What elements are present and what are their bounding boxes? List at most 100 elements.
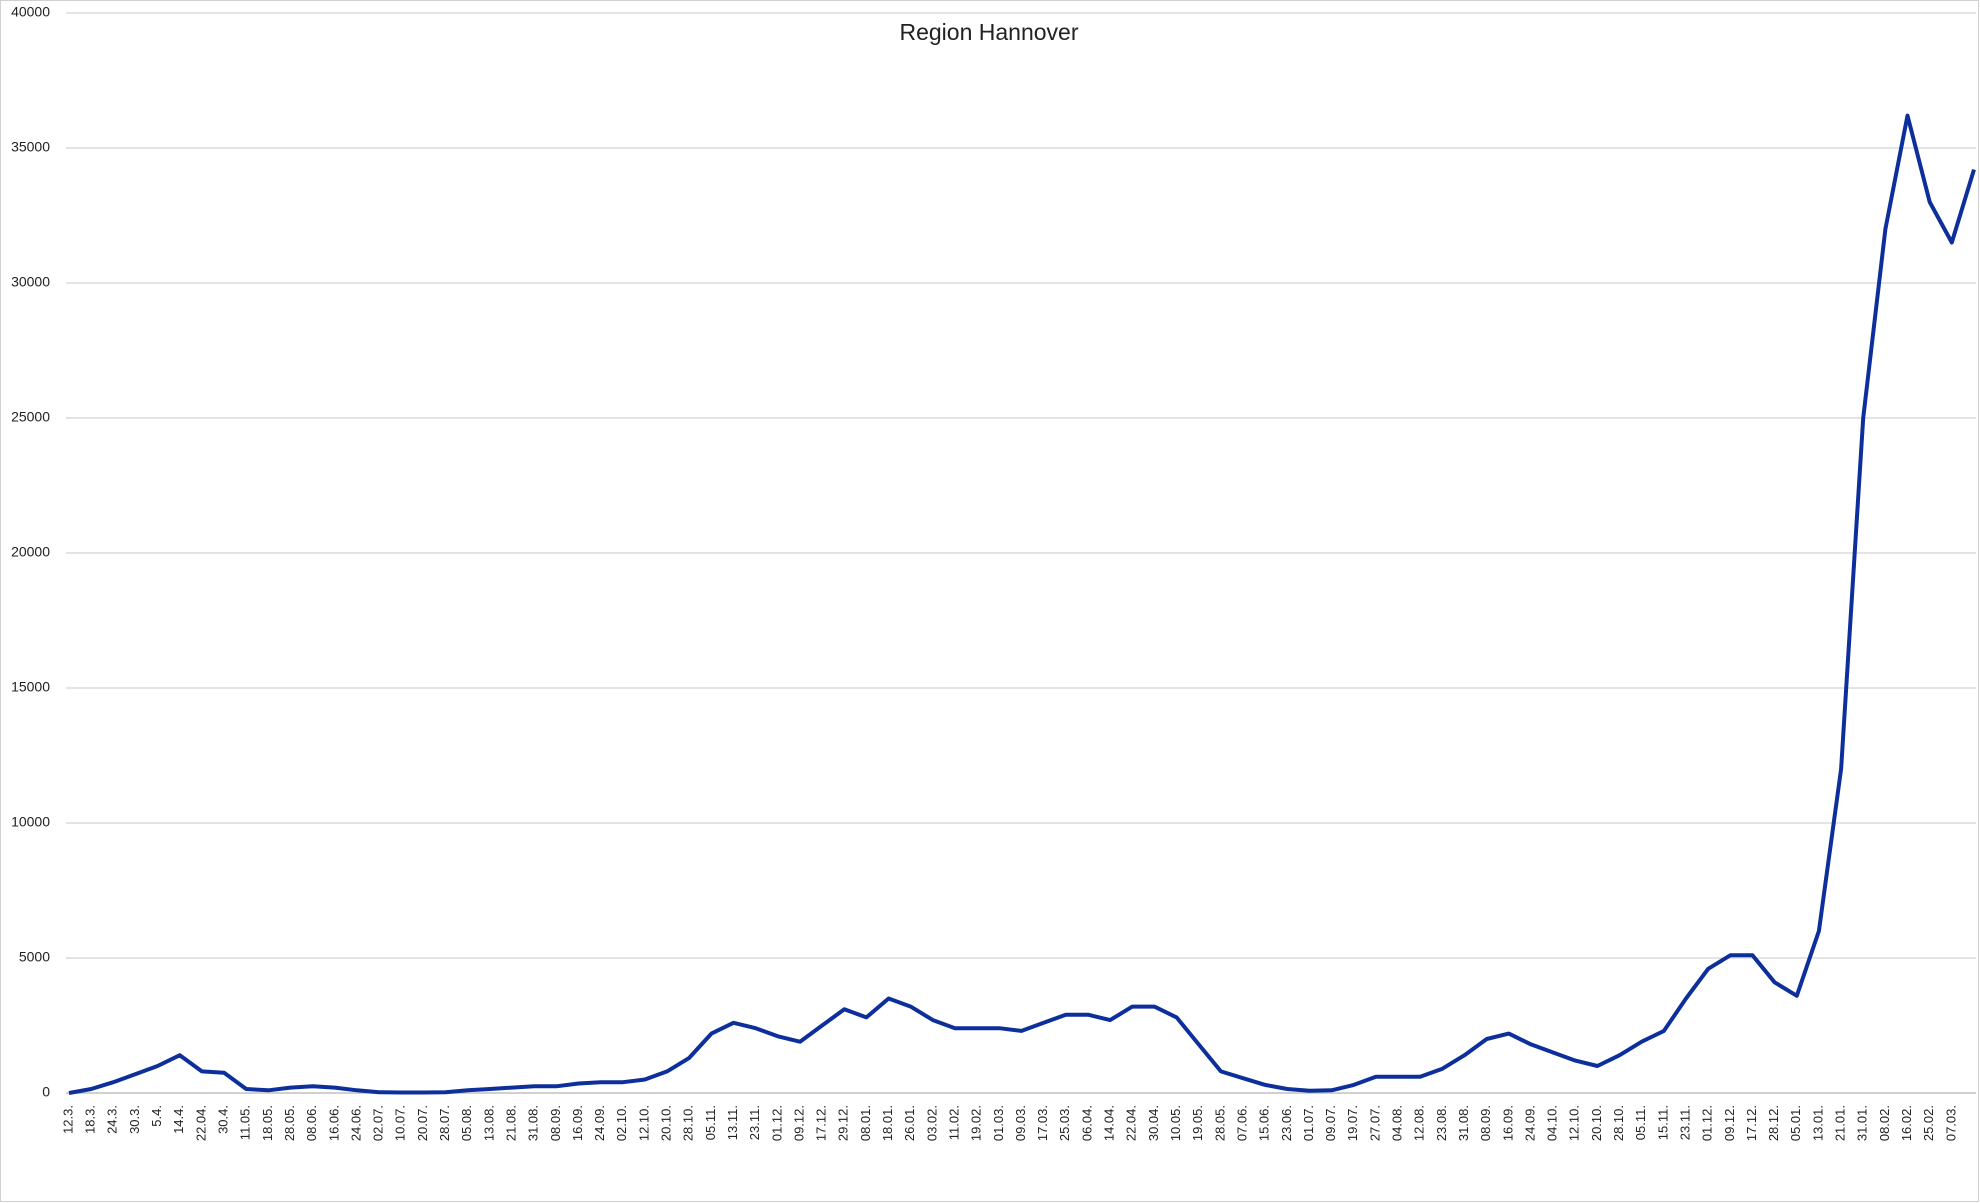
x-tick-label: 11.05.	[238, 1105, 253, 1140]
x-tick-label: 24.06.	[348, 1105, 363, 1141]
y-tick-label: 0	[42, 1084, 50, 1100]
chart-title: Region Hannover	[899, 19, 1078, 45]
x-tick-label: 19.07.	[1345, 1105, 1360, 1141]
y-tick-label: 25000	[11, 409, 50, 425]
x-tick-label: 28.07.	[437, 1105, 452, 1141]
x-tick-label: 07.03.	[1943, 1105, 1958, 1141]
x-tick-label: 17.12.	[814, 1105, 829, 1141]
x-tick-label: 09.07.	[1323, 1105, 1338, 1141]
x-tick-label: 08.01.	[858, 1105, 873, 1141]
x-tick-label: 28.05.	[1212, 1105, 1227, 1141]
x-tick-label: 08.09.	[1478, 1105, 1493, 1141]
x-tick-label: 21.08.	[503, 1105, 518, 1141]
x-tick-label: 09.12.	[791, 1105, 806, 1141]
data-line	[68, 113, 1976, 1095]
y-tick-label: 15000	[11, 679, 50, 695]
x-tick-label: 02.10.	[614, 1105, 629, 1141]
x-tick-label: 06.04.	[1079, 1105, 1094, 1141]
x-tick-label: 08.02.	[1877, 1105, 1892, 1141]
x-tick-label: 18.01.	[880, 1105, 895, 1141]
x-tick-label: 05.11.	[1633, 1105, 1648, 1140]
y-tick-label: 10000	[11, 814, 50, 830]
x-tick-label: 23.06.	[1279, 1105, 1294, 1141]
x-tick-label: 19.02.	[969, 1105, 984, 1141]
x-tick-label: 22.04.	[193, 1105, 208, 1141]
x-tick-label: 24.09.	[1522, 1105, 1537, 1141]
x-tick-label: 23.11.	[1677, 1105, 1692, 1140]
x-tick-label: 09.12.	[1722, 1105, 1737, 1141]
x-tick-label: 10.05.	[1168, 1105, 1183, 1141]
x-tick-label: 30.04.	[1146, 1105, 1161, 1141]
x-tick-label: 26.01.	[902, 1105, 917, 1141]
x-tick-label: 01.07.	[1301, 1105, 1316, 1141]
x-tick-label: 13.01.	[1810, 1105, 1825, 1141]
x-tick-label: 25.02.	[1921, 1105, 1936, 1141]
x-tick-label: 14.04.	[1102, 1105, 1117, 1141]
x-tick-label: 30.3.	[127, 1105, 142, 1134]
x-tick-label: 01.12.	[769, 1105, 784, 1141]
x-tick-label: 03.02.	[924, 1105, 939, 1141]
y-tick-label: 20000	[11, 544, 50, 560]
x-tick-label: 12.10.	[636, 1105, 651, 1141]
x-tick-label: 16.02.	[1899, 1105, 1914, 1141]
x-tick-label: 13.11.	[725, 1105, 740, 1140]
x-tick-label: 31.08.	[1456, 1105, 1471, 1141]
x-tick-label: 16.09.	[570, 1105, 585, 1141]
x-tick-label: 02.07.	[371, 1105, 386, 1141]
x-tick-label: 24.3.	[105, 1105, 120, 1134]
x-tick-label: 28.10.	[1611, 1105, 1626, 1141]
x-tick-label: 04.08.	[1390, 1105, 1405, 1141]
y-tick-label: 40000	[11, 4, 50, 20]
x-tick-label: 05.01.	[1788, 1105, 1803, 1141]
x-tick-label: 27.07.	[1367, 1105, 1382, 1141]
x-tick-label: 20.10.	[659, 1105, 674, 1141]
x-tick-label: 17.03.	[1035, 1105, 1050, 1141]
x-tick-label: 25.03.	[1057, 1105, 1072, 1141]
x-tick-label: 15.06.	[1257, 1105, 1272, 1141]
x-tick-label: 08.09.	[548, 1105, 563, 1141]
x-tick-label: 11.02.	[946, 1105, 961, 1140]
x-tick-label: 23.08.	[1434, 1105, 1449, 1141]
x-tick-label: 16.09.	[1500, 1105, 1515, 1141]
x-tick-label: 16.06.	[326, 1105, 341, 1141]
x-tick-label: 5.4.	[149, 1105, 164, 1127]
x-tick-label: 05.11.	[703, 1105, 718, 1140]
x-tick-label: 04.10.	[1545, 1105, 1560, 1141]
x-tick-label: 31.08.	[526, 1105, 541, 1141]
x-tick-label: 28.05.	[282, 1105, 297, 1141]
y-tick-label: 35000	[11, 139, 50, 155]
x-tick-label: 23.11.	[747, 1105, 762, 1140]
x-tick-label: 20.10.	[1589, 1105, 1604, 1141]
x-tick-label: 24.09.	[592, 1105, 607, 1141]
x-tick-label: 05.08.	[459, 1105, 474, 1141]
x-tick-label: 13.08.	[481, 1105, 496, 1141]
x-tick-label: 18.3.	[83, 1105, 98, 1134]
x-tick-label: 29.12.	[836, 1105, 851, 1141]
x-tick-label: 19.05.	[1190, 1105, 1205, 1141]
x-tick-label: 12.10.	[1567, 1105, 1582, 1141]
x-tick-label: 01.03.	[991, 1105, 1006, 1141]
x-tick-label: 15.11.	[1655, 1105, 1670, 1140]
x-tick-label: 30.4.	[215, 1105, 230, 1134]
y-tick-label: 5000	[19, 949, 50, 965]
x-tick-label: 28.12.	[1766, 1105, 1781, 1141]
x-tick-label: 07.06.	[1234, 1105, 1249, 1141]
x-tick-label: 22.04.	[1124, 1105, 1139, 1141]
x-tick-label: 14.4.	[171, 1105, 186, 1134]
x-tick-label: 17.12.	[1744, 1105, 1759, 1141]
x-tick-label: 31.01.	[1855, 1105, 1870, 1141]
x-tick-label: 09.03.	[1013, 1105, 1028, 1141]
x-tick-label: 12.3.	[60, 1105, 75, 1134]
x-tick-label: 01.12.	[1700, 1105, 1715, 1141]
x-tick-label: 20.07.	[415, 1105, 430, 1141]
x-tick-label: 08.06.	[304, 1105, 319, 1141]
x-tick-label: 12.08.	[1412, 1105, 1427, 1141]
y-tick-label: 30000	[11, 274, 50, 290]
x-tick-label: 18.05.	[260, 1105, 275, 1141]
x-tick-label: 28.10.	[681, 1105, 696, 1141]
x-tick-label: 21.01.	[1833, 1105, 1848, 1141]
x-tick-label: 10.07.	[393, 1105, 408, 1141]
